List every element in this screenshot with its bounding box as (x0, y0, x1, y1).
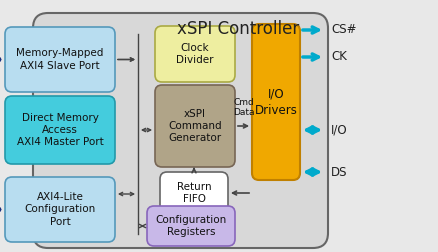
FancyBboxPatch shape (5, 27, 115, 92)
Text: Return
FIFO: Return FIFO (177, 182, 211, 204)
Text: Cmd
Data: Cmd Data (233, 98, 254, 117)
FancyBboxPatch shape (5, 96, 115, 164)
Text: Memory-Mapped
AXI4 Slave Port: Memory-Mapped AXI4 Slave Port (16, 48, 104, 71)
Text: Clock
Divider: Clock Divider (176, 43, 214, 65)
FancyBboxPatch shape (5, 177, 115, 242)
FancyBboxPatch shape (160, 172, 228, 214)
Text: CK: CK (331, 50, 347, 64)
FancyBboxPatch shape (147, 206, 235, 246)
Text: AXI4-Lite
Configuration
Port: AXI4-Lite Configuration Port (25, 192, 95, 227)
Text: xSPI Controller: xSPI Controller (177, 20, 299, 38)
Text: xSPI
Command
Generator: xSPI Command Generator (168, 109, 222, 143)
Text: Direct Memory
Access
AXI4 Master Port: Direct Memory Access AXI4 Master Port (17, 113, 103, 147)
Text: Configuration
Registers: Configuration Registers (155, 215, 226, 237)
FancyBboxPatch shape (33, 13, 328, 248)
Text: I/O: I/O (331, 123, 348, 137)
Text: CS#: CS# (331, 23, 357, 37)
FancyBboxPatch shape (155, 85, 235, 167)
FancyBboxPatch shape (252, 24, 300, 180)
Text: I/O
Drivers: I/O Drivers (254, 87, 297, 116)
FancyBboxPatch shape (155, 26, 235, 82)
Text: DS: DS (331, 166, 347, 178)
